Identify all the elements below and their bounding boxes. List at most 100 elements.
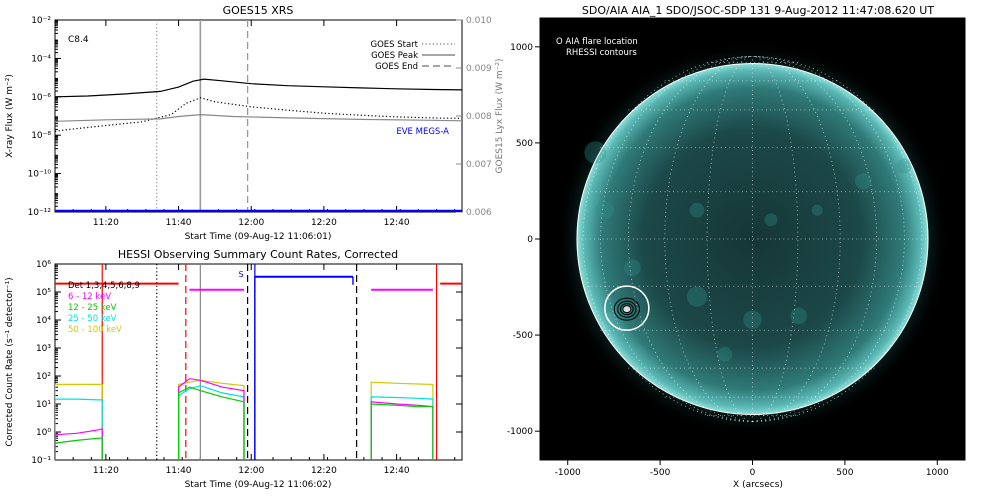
aia-texture-blob-11 [811,204,823,216]
goes-y2-tick-label-3: 0.009 [466,64,492,74]
goes-x-axis-label: Start Time (09-Aug-12 11:06:01) [185,232,332,242]
aia-texture-blob-2 [624,259,641,277]
goes-series-line-2 [55,113,462,122]
goes-legend-label-0: GOES Start [370,40,418,50]
aia-texture-blob-3 [686,286,708,307]
aia-x-tick-label-4: 1000 [926,468,949,478]
aia-texture-blob-8 [855,173,872,190]
aia-texture-blob-6 [689,202,705,218]
hessi-legend-label-4: 50 - 100 keV [68,325,122,335]
hessi-y-tick-label-2: 10¹ [36,400,51,410]
aia-texture-blob-9 [896,158,912,174]
hessi-x-tick-label-4: 12:40 [384,466,410,476]
aia-x-tick-label-2: 0 [750,468,756,478]
aia-x-tick-label-0: -1000 [555,468,581,478]
hessi-y-tick-label-3: 10² [36,372,51,382]
goes-y-axis: 10⁻¹² 10⁻¹⁰ 10⁻⁸ 10⁻⁶ 10⁻⁴ 10⁻² [28,16,61,218]
aia-y-axis: -1000 -500 0 500 1000 [507,43,540,437]
hessi-series [55,378,434,460]
hessi-legend-label-3: 25 - 50 keV [68,314,117,324]
aia-rhessi-contour-3 [622,305,632,314]
aia-panel: SDO/AIA AIA_1 SDO/JSOC-SDP 131 9-Aug-201… [507,4,966,490]
goes-y-axis-label: X-ray Flux (W m⁻²) [5,74,15,158]
aia-solar-disk [576,63,929,415]
aia-texture-blob-4 [743,310,762,329]
hessi-legend-label-2: 12 - 25 keV [68,303,117,313]
aia-meridian [664,56,753,422]
goes-series [55,78,462,212]
hessi-series-line-0-1 [178,379,245,460]
hessi-y-tick-label-1: 10⁰ [36,428,51,438]
aia-x-tick-label-1: -500 [650,468,671,478]
aia-texture-blob-1 [595,200,614,220]
aia-rhessi-contour-2 [620,303,634,316]
aia-image [555,42,950,436]
goes-y-tick-label-3: 10⁻⁶ [31,93,51,103]
aia-disk-texture [584,141,912,362]
hessi-plot-frame [54,263,463,461]
goes-x-tick-label-2: 12:00 [238,218,264,228]
hessi-legend-label-0: Det 1,3,4,5,6,8,9 [68,281,140,291]
aia-y-tick-label-0: -1000 [507,427,533,437]
goes-markers [156,20,249,212]
goes-eve-label: EVE MEGS-A [396,127,449,137]
hessi-legend-label-1: 6 - 12 keV [68,292,111,302]
aia-texture-blob-5 [790,307,808,325]
goes-y2-tick-label-2: 0.008 [466,112,492,122]
hessi-y-axis: 10⁻¹ 10⁰ 10¹ 10² 10³ 10⁴ 10⁵ 10⁶ [31,260,462,466]
hessi-series-line-3-0 [55,437,103,460]
goes-x-tick-label-4: 12:40 [384,218,410,228]
hessi-y-tick-label-6: 10⁵ [36,288,51,298]
goes-x-tick-label-0: 11:20 [93,218,119,228]
aia-texture-blob-12 [717,346,733,362]
goes-y-tick-label-4: 10⁻⁴ [31,54,51,64]
goes-series-line-0 [55,78,462,98]
aia-meridian [627,56,753,422]
aia-legend-flare-location: O AIA flare location [556,37,638,47]
goes-y-tick-label-5: 10⁻² [31,16,51,26]
hessi-series-line-0-2 [370,381,434,460]
hessi-y-axis-label: Corrected Count Rate (s⁻¹ detector⁻¹) [5,277,15,446]
goes-x-tick-label-1: 11:40 [166,218,192,228]
aia-meridian [752,56,878,422]
hessi-state-bars [55,275,462,460]
aia-meridian [752,56,841,422]
goes-x-tick-label-3: 12:20 [311,218,337,228]
hessi-y-tick-label-0: 10⁻¹ [31,456,51,466]
aia-y-tick-label-1: -500 [513,331,534,341]
hessi-series-line-2-2 [370,401,434,460]
hessi-y-tick-label-4: 10³ [36,344,51,354]
aia-x-axis: -1000 -500 0 500 1000 [555,460,949,478]
hessi-saa-label: S [238,270,243,279]
hessi-panel: HESSI Observing Summary Count Rates, Cor… [5,248,463,490]
aia-limb-circle [576,62,929,416]
goes-chart-title: GOES15 XRS [223,4,294,17]
goes-y2-tick-label-1: 0.007 [466,160,492,170]
hessi-vlines [101,264,438,460]
aia-flare-location [604,285,650,331]
aia-y-tick-label-2: 0 [527,235,533,245]
aia-meridian [752,56,799,422]
goes-y2-axis-label: GOES15 Lyx Flux (W m⁻²) [495,59,505,174]
hessi-chart-title: HESSI Observing Summary Count Rates, Cor… [118,248,398,261]
hessi-series-line-1-0 [55,398,103,460]
aia-texture-blob-10 [601,299,615,313]
aia-flare-circle [604,285,650,331]
aia-legend-rhessi-contours: RHESSI contours [566,48,637,58]
hessi-y-tick-label-7: 10⁶ [36,260,51,270]
hessi-y-tick-label-5: 10⁴ [36,316,51,326]
hessi-series-line-1-1 [178,385,245,460]
aia-x-axis-label: X (arcsecs) [733,480,783,490]
aia-x-tick-label-3: 500 [836,468,853,478]
hessi-x-axis: 11:20 11:40 12:00 12:20 12:40 [54,264,456,476]
goes-legend-label-2: GOES End [375,62,418,72]
aia-y-tick-label-3: 500 [516,139,533,149]
hessi-series-line-2-0 [55,428,103,460]
hessi-x-tick-label-2: 12:00 [238,466,264,476]
goes-xrs-panel: GOES15 XRS C8.4 10⁻¹²10⁻¹⁰10⁻⁸10⁻⁶10⁻⁴10… [5,4,505,242]
hessi-x-tick-label-3: 12:20 [311,466,337,476]
aia-rhessi-contour-1 [617,300,637,318]
hessi-series-line-3-1 [178,386,245,460]
